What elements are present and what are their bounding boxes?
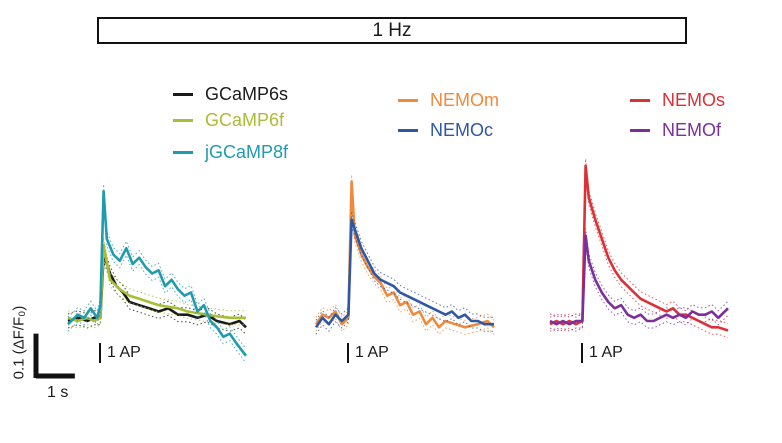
scale-bar-x-label: 1 s bbox=[47, 384, 69, 401]
legend-swatch-gcamp6f bbox=[173, 119, 193, 122]
legend-swatch-nemos bbox=[630, 99, 650, 102]
frequency-title: 1 Hz bbox=[372, 19, 412, 41]
error-upper-nemof bbox=[549, 228, 729, 318]
legend-jgcamp8f: jGCaMP8f bbox=[173, 142, 288, 163]
legend-label-gcamp6f: GCaMP6f bbox=[205, 110, 285, 130]
legend-label-gcamp6s: GCaMP6s bbox=[205, 84, 289, 104]
error-lower-nemoc bbox=[315, 226, 494, 335]
stimulus-label-left: 1 AP bbox=[99, 343, 141, 363]
legend-gcamp6s: GCaMP6s bbox=[173, 84, 288, 105]
stimulus-tick-left bbox=[99, 343, 101, 363]
trace-nemoc bbox=[314, 218, 494, 329]
legend-nemom: NEMOm bbox=[398, 90, 499, 111]
error-lower-nemof bbox=[549, 242, 729, 332]
stimulus-tick-middle bbox=[347, 343, 349, 363]
error-upper-gcamp6f bbox=[67, 237, 246, 315]
error-upper-nemoc bbox=[315, 212, 494, 321]
trace-nemof bbox=[549, 234, 729, 326]
stimulus-label-right: 1 AP bbox=[581, 343, 623, 363]
legend-gcamp6f: GCaMP6f bbox=[173, 110, 284, 131]
frequency-title-box: 1 Hz bbox=[97, 17, 687, 44]
legend-label-nemom: NEMOm bbox=[430, 90, 499, 110]
legend-nemos: NEMOs bbox=[630, 90, 725, 111]
legend-label-jgcamp8f: jGCaMP8f bbox=[205, 142, 289, 162]
error-lower-jgcamp8f bbox=[67, 198, 247, 364]
trace-gcamp6f bbox=[67, 243, 246, 323]
stimulus-text-middle: 1 AP bbox=[355, 344, 389, 361]
error-upper-jgcamp8f bbox=[67, 184, 247, 350]
error-lower-gcamp6f bbox=[67, 251, 246, 329]
trace-jgcamp8f bbox=[67, 189, 248, 357]
trace-nemom bbox=[314, 180, 495, 329]
stimulus-text-right: 1 AP bbox=[589, 344, 623, 361]
stimulus-tick-right bbox=[581, 343, 583, 363]
legend-swatch-nemom bbox=[398, 99, 418, 102]
error-upper-nemom bbox=[315, 174, 495, 322]
legend-label-nemoc: NEMOc bbox=[430, 120, 493, 140]
legend-swatch-jgcamp8f bbox=[173, 151, 193, 154]
stimulus-text-left: 1 AP bbox=[107, 344, 141, 361]
error-lower-nemos bbox=[549, 172, 729, 338]
legend-swatch-nemoc bbox=[398, 129, 418, 132]
legend-label-nemos: NEMOs bbox=[662, 90, 725, 110]
legend-label-nemof: NEMOf bbox=[662, 120, 722, 140]
legend-swatch-gcamp6s bbox=[173, 93, 193, 96]
legend-nemof: NEMOf bbox=[630, 120, 721, 141]
legend-swatch-nemof bbox=[630, 129, 650, 132]
scale-bar-y-label: 0.1 (ΔF/F₀) bbox=[10, 305, 28, 380]
legend-nemoc: NEMOc bbox=[398, 120, 493, 141]
trace-nemos bbox=[549, 164, 729, 332]
error-lower-gcamp6s bbox=[67, 261, 247, 335]
error-lower-nemom bbox=[315, 188, 495, 336]
stimulus-label-middle: 1 AP bbox=[347, 343, 389, 363]
error-upper-gcamp6s bbox=[67, 247, 247, 321]
